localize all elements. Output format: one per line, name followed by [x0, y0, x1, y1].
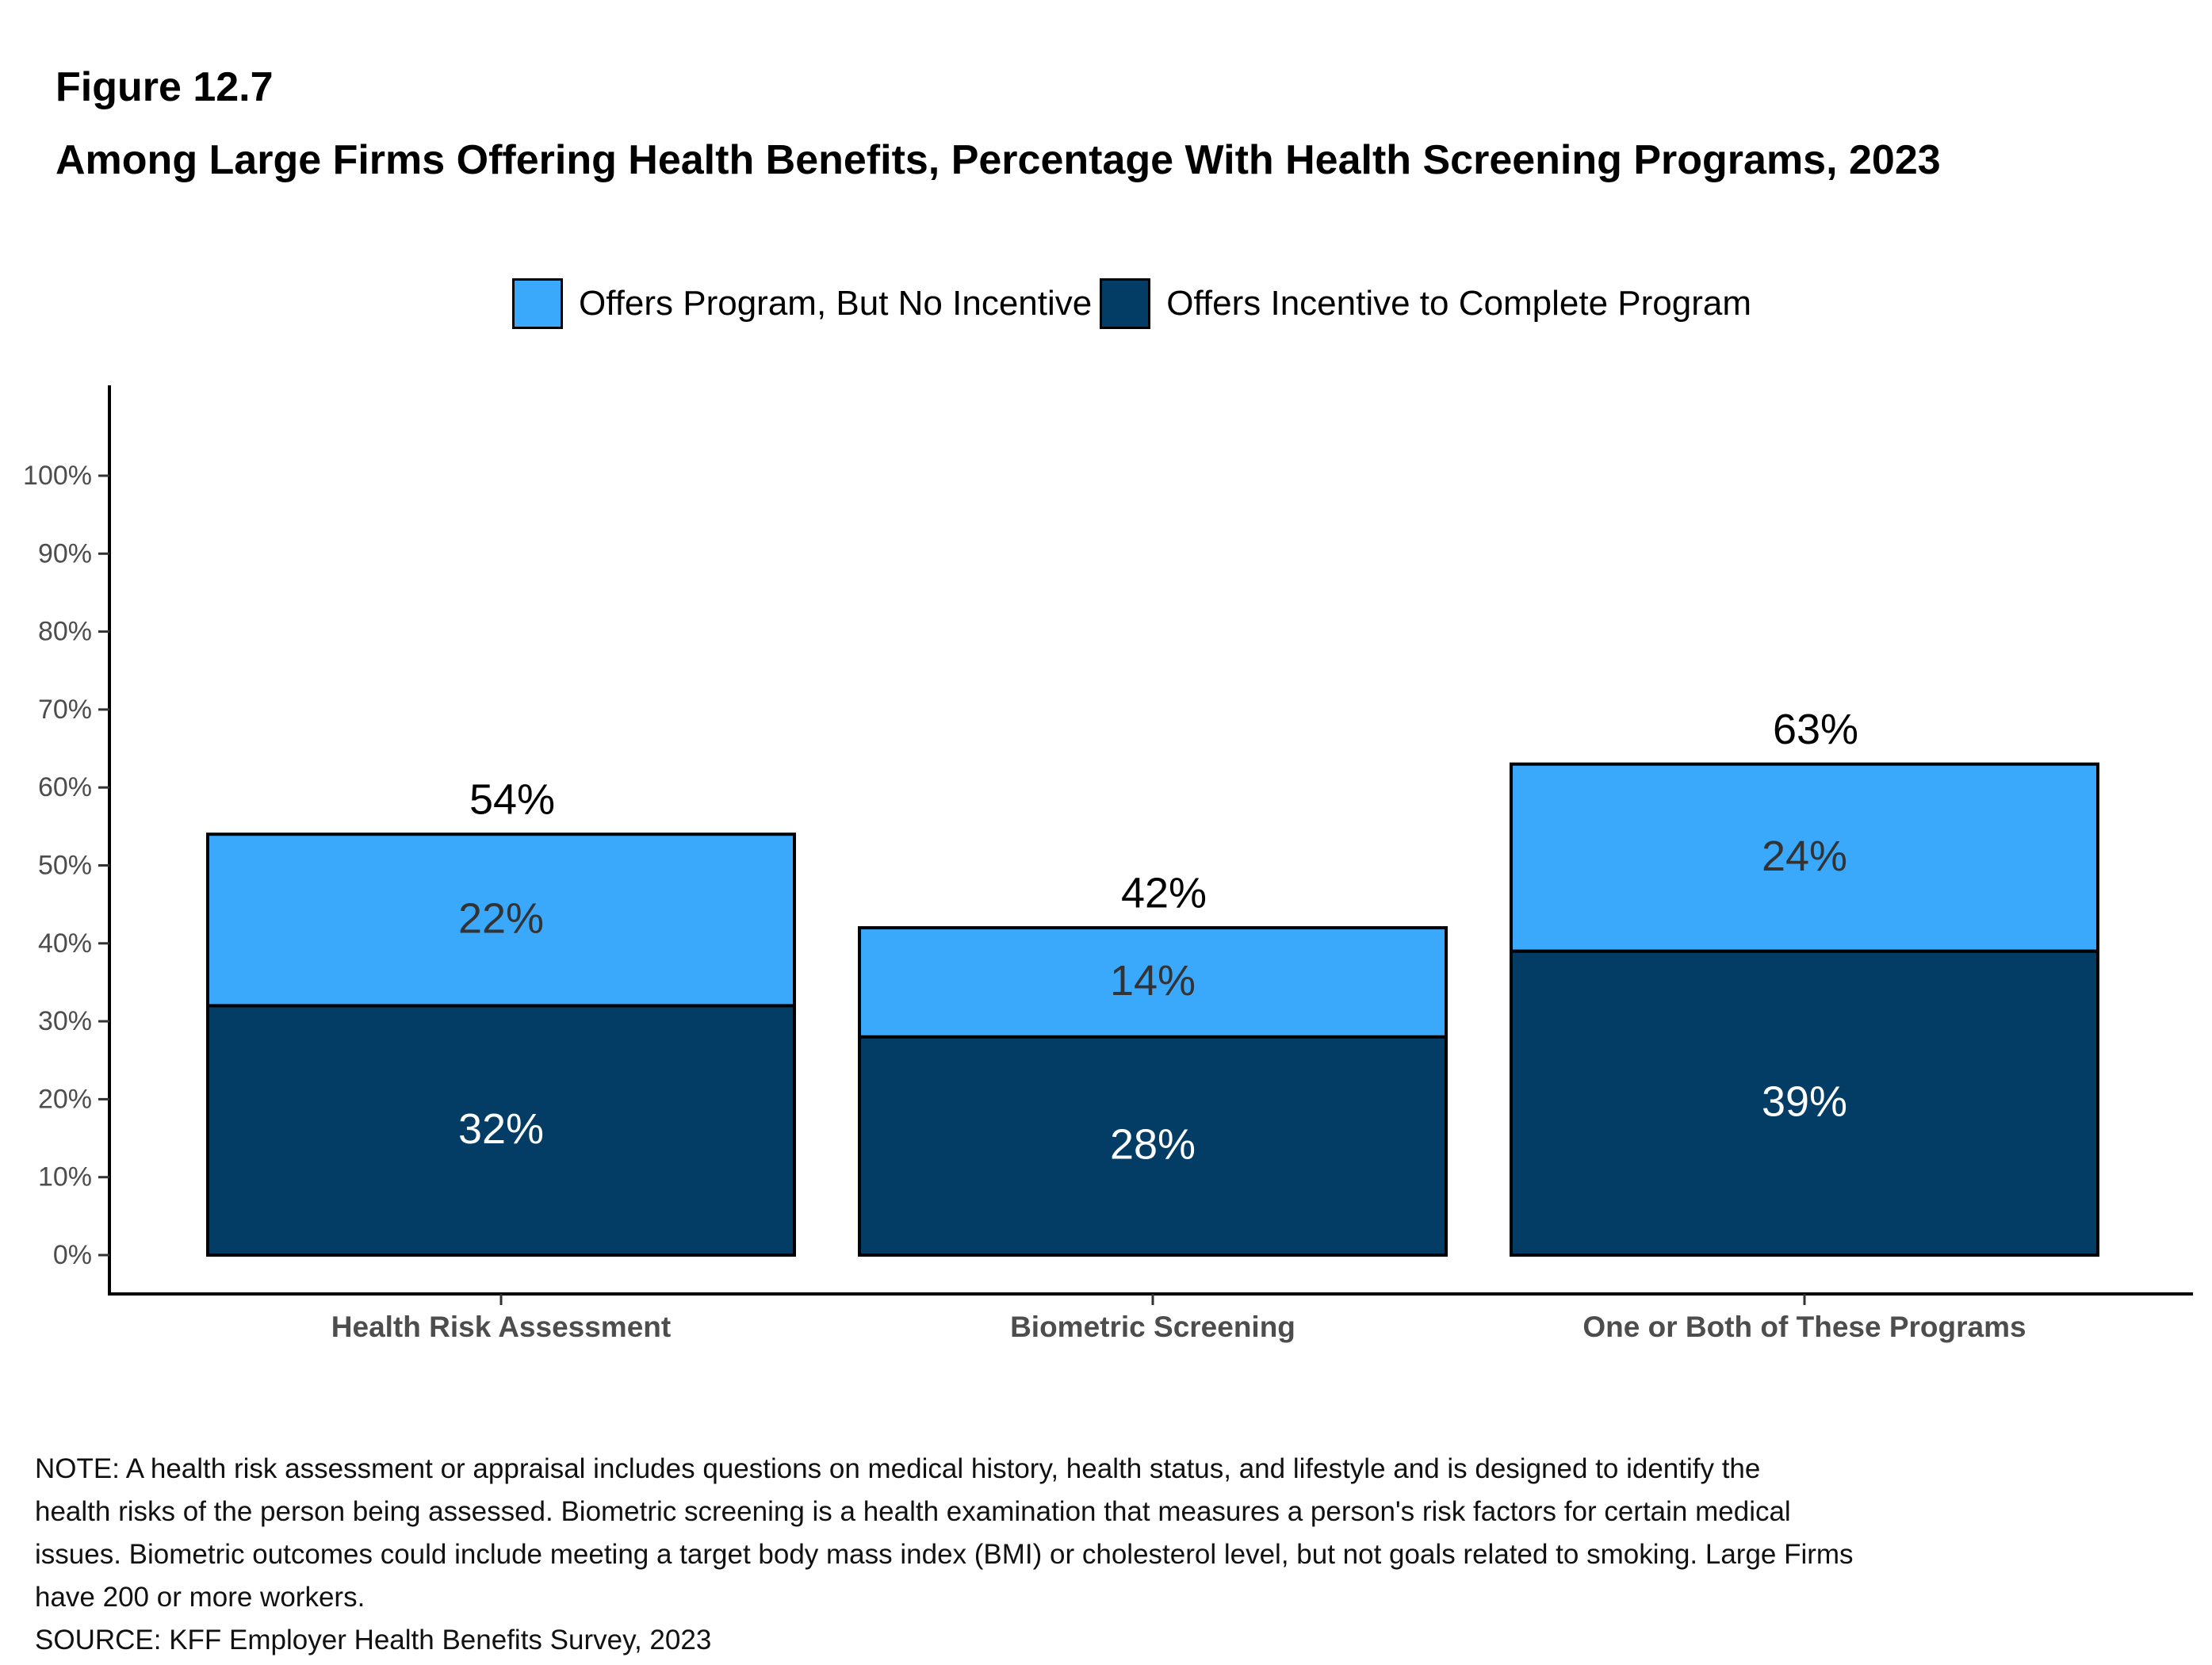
legend-swatch-no-incentive: [512, 278, 563, 329]
y-tick-label: 70%: [38, 695, 92, 725]
stacked-bar-chart: 0% 10% 20% 30% 40% 50% 60% 70% 80% 90% 100% 32% 22% 5…: [23, 385, 2193, 1343]
chart-title: Among Large Firms Offering Health Benefi…: [55, 137, 1941, 183]
legend-item-incentive: Offers Incentive to Complete Program: [1100, 276, 1759, 331]
bar-segment-no-incentive: [858, 926, 1448, 1039]
y-tick-label: 60%: [38, 772, 92, 802]
y-tick-label: 50%: [38, 850, 92, 880]
note-line: health risks of the person being assesse…: [35, 1496, 1791, 1527]
y-tick-label: 20%: [38, 1084, 92, 1114]
note-line: have 200 or more workers.: [35, 1582, 365, 1613]
footnote: NOTE: A health risk assessment or apprai…: [35, 1448, 2128, 1662]
source-line: SOURCE: KFF Employer Health Benefits Sur…: [35, 1625, 712, 1655]
figure-label: Figure 12.7: [55, 64, 274, 110]
data-label-incentive: 39%: [1762, 1078, 1847, 1126]
note-line: NOTE: A health risk assessment or apprai…: [35, 1453, 1761, 1484]
total-label: 42%: [1121, 869, 1207, 917]
bar-segment-incentive: [858, 1035, 1448, 1257]
legend-item-no-incentive: Offers Program, But No Incentive: [512, 276, 1100, 331]
x-tick-label: Biometric Screening: [1010, 1311, 1295, 1343]
y-tick-label: 80%: [38, 617, 92, 647]
y-tick-label: 30%: [38, 1006, 92, 1036]
bar-segment-incentive: [206, 1004, 796, 1257]
bar-segment-no-incentive: [1510, 762, 2099, 953]
note-line: issues. Biometric outcomes could include…: [35, 1539, 1854, 1570]
data-label-incentive: 32%: [458, 1105, 544, 1153]
y-tick-label: 90%: [38, 538, 92, 568]
y-tick-label: 100%: [23, 461, 92, 491]
y-tick-label: 40%: [38, 928, 92, 959]
chart-legend: Offers Program, But No Incentive Offers …: [512, 276, 1759, 331]
bar-segment-no-incentive: [206, 832, 796, 1008]
x-tick-label: Health Risk Assessment: [331, 1311, 671, 1343]
legend-swatch-incentive: [1100, 278, 1151, 329]
total-label: 63%: [1773, 706, 1858, 753]
total-label: 54%: [469, 775, 555, 823]
legend-label-incentive: Offers Incentive to Complete Program: [1166, 284, 1751, 323]
bar-segment-incentive: [1510, 949, 2099, 1257]
data-label-incentive: 28%: [1110, 1121, 1196, 1169]
y-tick-label: 0%: [53, 1240, 92, 1270]
data-label-no-incentive: 24%: [1762, 832, 1847, 880]
y-tick-label: 10%: [38, 1162, 92, 1192]
data-label-no-incentive: 22%: [458, 895, 544, 943]
x-tick-label: One or Both of These Programs: [1582, 1311, 2026, 1343]
data-label-no-incentive: 14%: [1110, 957, 1196, 1005]
legend-label-no-incentive: Offers Program, But No Incentive: [579, 284, 1093, 323]
